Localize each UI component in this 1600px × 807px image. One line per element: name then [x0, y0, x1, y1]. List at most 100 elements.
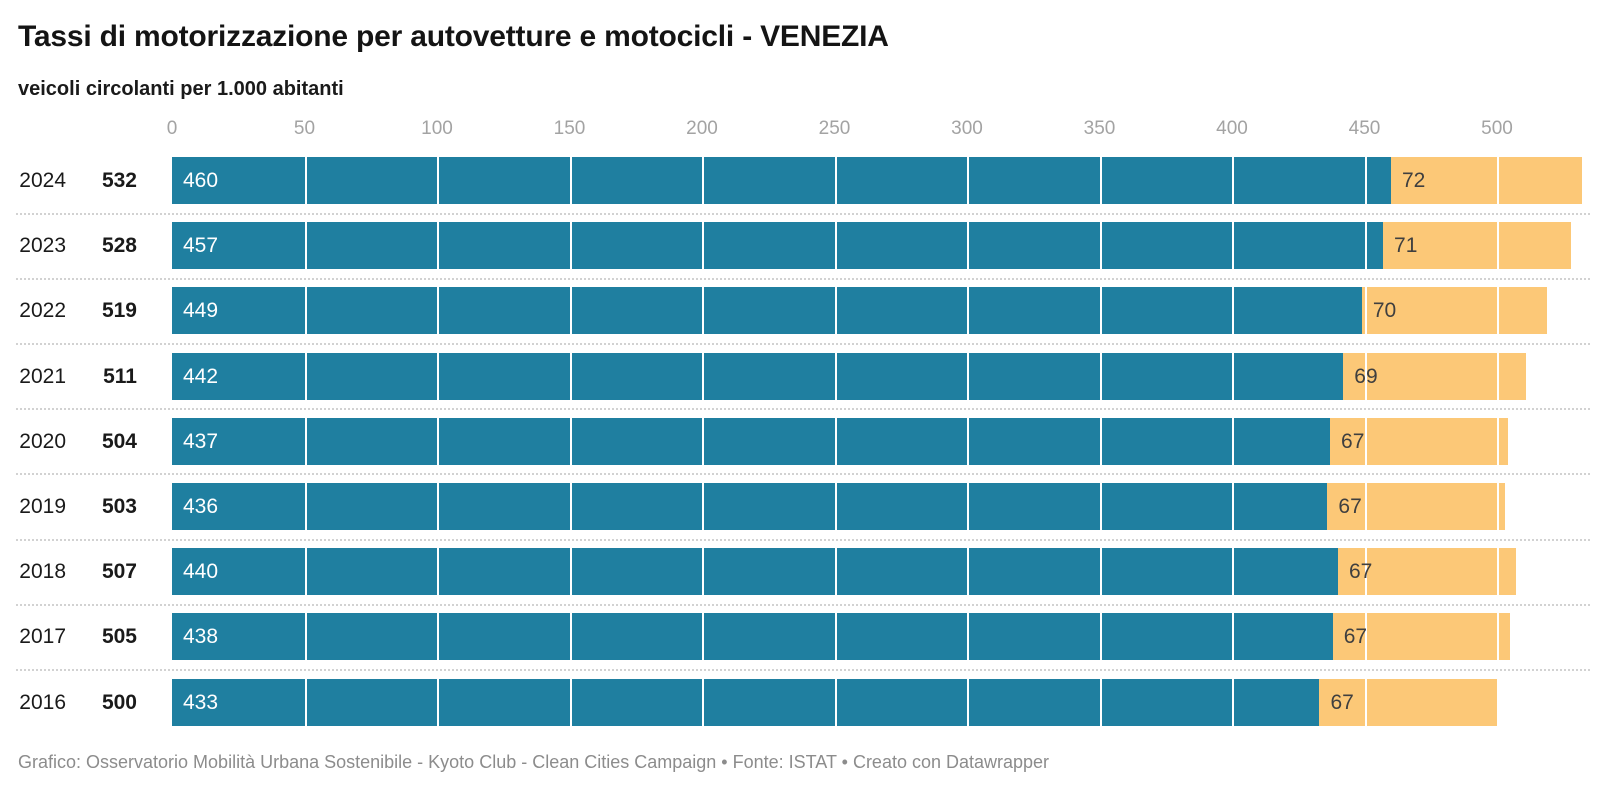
- gridline: [967, 352, 969, 400]
- gridline: [569, 157, 572, 204]
- bar-cars-value-label: 440: [183, 560, 219, 584]
- axis-tick-label: 350: [1083, 118, 1116, 139]
- row-separator: [16, 277, 1590, 280]
- axis-tick-label: 150: [553, 118, 586, 139]
- bar-cars-value-label: 436: [183, 495, 219, 518]
- bar-cars-segment: [172, 417, 1331, 465]
- gridline: [569, 483, 572, 530]
- chart-row: 437 67: [172, 417, 1508, 465]
- gridline: [967, 287, 969, 335]
- gridline: [1364, 287, 1367, 335]
- gridline: [569, 678, 572, 726]
- chart-row: 440 67: [172, 548, 1516, 596]
- total-label: 507: [101, 560, 137, 584]
- gridline: [967, 483, 969, 530]
- bar-cars-segment: [172, 222, 1384, 270]
- gridline: [834, 483, 837, 530]
- gridline: [1364, 417, 1367, 465]
- chart-row: 438 67: [172, 613, 1511, 661]
- gridline: [702, 352, 704, 400]
- gridline: [702, 417, 704, 465]
- axis-tick-label: 100: [421, 118, 453, 139]
- gridline: [702, 548, 704, 596]
- gridline: [1232, 157, 1234, 204]
- bar-motorcycles-segment: [1338, 548, 1516, 596]
- gridline: [1232, 548, 1234, 596]
- gridline: [1232, 678, 1234, 726]
- gridline: [437, 613, 439, 661]
- bar-cars-value-label: 438: [183, 625, 219, 649]
- total-label: 500: [101, 690, 137, 714]
- gridline: [437, 157, 439, 204]
- footer-credit: Grafico: Osservatorio Mobilità Urbana So…: [18, 752, 1050, 772]
- gridline: [1232, 417, 1234, 465]
- bar-cars-segment: [172, 352, 1344, 400]
- gridline: [304, 417, 307, 465]
- gridline: [702, 287, 704, 335]
- gridline: [1497, 548, 1499, 596]
- total-label: 511: [103, 364, 137, 388]
- gridline: [1099, 352, 1102, 400]
- gridline: [702, 157, 704, 204]
- gridline: [437, 417, 439, 465]
- chart-row: 460 72: [172, 157, 1582, 204]
- gridline: [304, 483, 307, 530]
- gridline: [569, 352, 572, 400]
- gridline: [1232, 352, 1234, 400]
- axis-tick-label: 200: [686, 118, 718, 139]
- chart-row: 449 70: [172, 287, 1548, 335]
- gridline: [1497, 287, 1499, 335]
- bar-cars-segment: [172, 157, 1391, 204]
- row-separator: [16, 212, 1590, 215]
- bar-motorcycles-value-label: 67: [1349, 560, 1373, 584]
- page-subtitle: veicoli circolanti per 1.000 abitanti: [18, 78, 344, 100]
- axis-tick-label: 300: [951, 118, 983, 139]
- gridline: [1099, 548, 1102, 596]
- gridline: [1364, 157, 1367, 204]
- gridline: [1099, 417, 1102, 465]
- gridline: [1497, 613, 1499, 661]
- gridline: [1099, 678, 1102, 726]
- bar-cars-value-label: 449: [183, 299, 219, 323]
- chart-row: 436 67: [172, 483, 1505, 530]
- bar-motorcycles-value-label: 70: [1372, 299, 1397, 323]
- gridline: [304, 548, 307, 596]
- year-label: 2018: [19, 560, 66, 584]
- axis-tick-label: 400: [1216, 118, 1248, 139]
- axis-tick-label: 0: [166, 118, 178, 139]
- gridline: [834, 287, 837, 335]
- row-separator: [16, 473, 1590, 476]
- chart-row: 433 67: [172, 678, 1497, 726]
- bar-cars-segment: [172, 287, 1362, 335]
- axis-tick-label: 250: [818, 118, 851, 139]
- year-label: 2022: [19, 299, 66, 323]
- bar-motorcycles-segment: [1332, 613, 1511, 661]
- bar-cars-segment: [172, 613, 1333, 661]
- gridline: [569, 548, 572, 596]
- row-separator: [16, 603, 1590, 606]
- gridline: [834, 222, 837, 270]
- year-label: 2019: [19, 495, 66, 518]
- bar-motorcycles-segment: [1327, 483, 1505, 530]
- total-label: 532: [101, 169, 137, 192]
- year-label: 2023: [19, 234, 66, 258]
- gridline: [967, 548, 969, 596]
- gridline: [1099, 287, 1102, 335]
- gridline: [437, 483, 439, 530]
- gridline: [834, 352, 837, 400]
- bar-motorcycles-segment: [1361, 287, 1548, 335]
- bar-cars-segment: [172, 483, 1328, 530]
- gridline: [304, 352, 307, 400]
- chart-row: 457 71: [172, 222, 1572, 270]
- gridline: [437, 678, 439, 726]
- bar-cars-value-label: 460: [183, 169, 219, 192]
- gridline: [702, 222, 704, 270]
- gridline: [702, 613, 704, 661]
- axis-tick-label: 450: [1348, 118, 1381, 139]
- gridline: [1497, 417, 1499, 465]
- bar-cars-value-label: 457: [183, 234, 219, 258]
- page-title: Tassi di motorizzazione per autovetture …: [18, 20, 889, 53]
- chart-row: 442 69: [172, 352, 1527, 400]
- gridline: [1497, 222, 1499, 270]
- year-label: 2017: [19, 625, 66, 649]
